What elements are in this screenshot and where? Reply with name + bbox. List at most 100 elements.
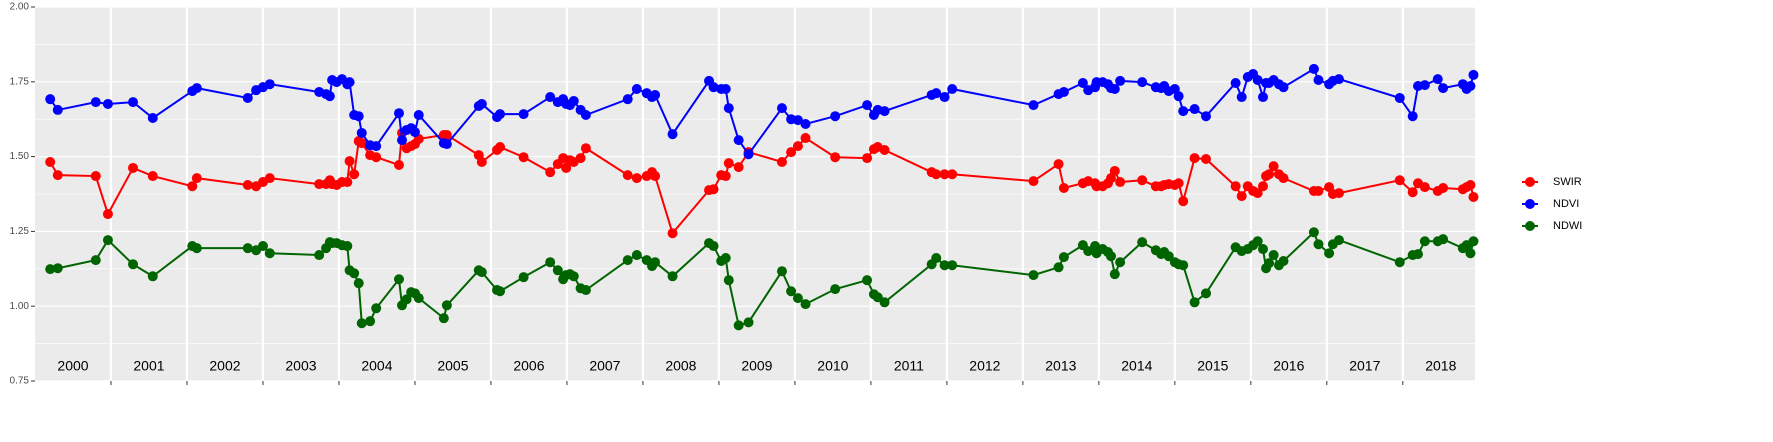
data-point bbox=[1252, 188, 1263, 199]
data-point bbox=[723, 103, 734, 114]
data-point bbox=[371, 303, 382, 314]
data-point bbox=[830, 111, 841, 122]
data-point bbox=[1058, 86, 1069, 97]
data-point bbox=[1313, 75, 1324, 86]
data-point bbox=[939, 260, 950, 271]
data-point bbox=[720, 253, 731, 264]
data-point bbox=[1236, 191, 1247, 202]
data-point bbox=[314, 250, 325, 261]
legend-marker bbox=[1525, 199, 1535, 209]
data-point bbox=[147, 171, 158, 182]
data-point bbox=[342, 177, 353, 188]
data-point bbox=[1419, 182, 1430, 193]
data-point bbox=[90, 255, 101, 266]
data-point bbox=[52, 170, 63, 181]
data-point bbox=[1028, 270, 1039, 281]
data-point bbox=[545, 92, 556, 103]
data-point bbox=[441, 139, 452, 150]
data-point bbox=[1173, 91, 1184, 102]
data-point bbox=[830, 152, 841, 163]
data-point bbox=[349, 169, 360, 180]
y-tick-label: 2.00 bbox=[10, 2, 30, 13]
data-point bbox=[191, 83, 202, 94]
year-label: 2014 bbox=[1121, 358, 1152, 374]
data-point bbox=[1053, 262, 1064, 273]
data-point bbox=[356, 127, 367, 138]
data-point bbox=[1115, 75, 1126, 86]
data-point bbox=[1137, 77, 1148, 88]
data-point bbox=[102, 209, 113, 220]
data-point bbox=[401, 294, 412, 305]
data-point bbox=[314, 179, 325, 190]
data-point bbox=[650, 257, 661, 268]
data-point bbox=[733, 135, 744, 146]
data-point bbox=[1438, 234, 1449, 245]
data-point bbox=[1278, 256, 1289, 267]
data-point bbox=[1468, 236, 1479, 247]
data-point bbox=[733, 320, 744, 331]
data-point bbox=[631, 83, 642, 94]
data-point bbox=[518, 109, 529, 120]
data-point bbox=[720, 83, 731, 94]
data-point bbox=[1028, 176, 1039, 187]
legend-label: NDVI bbox=[1553, 198, 1579, 210]
data-point bbox=[1333, 188, 1344, 199]
data-point bbox=[723, 275, 734, 286]
y-tick-label: 0.75 bbox=[10, 376, 30, 387]
data-point bbox=[1419, 80, 1430, 91]
data-point bbox=[371, 141, 382, 152]
data-point bbox=[568, 95, 579, 106]
data-point bbox=[879, 297, 890, 308]
data-point bbox=[438, 313, 449, 324]
data-point bbox=[191, 173, 202, 184]
data-point bbox=[242, 180, 253, 191]
data-point bbox=[947, 169, 958, 180]
data-point bbox=[879, 106, 890, 117]
data-point bbox=[947, 83, 958, 94]
data-point bbox=[776, 156, 787, 167]
data-point bbox=[1109, 165, 1120, 176]
data-point bbox=[495, 109, 506, 120]
year-label: 2008 bbox=[665, 358, 696, 374]
data-point bbox=[371, 152, 382, 163]
data-point bbox=[1438, 183, 1449, 194]
data-point bbox=[545, 167, 556, 178]
data-point bbox=[879, 145, 890, 156]
year-label: 2009 bbox=[741, 358, 772, 374]
data-point bbox=[1313, 239, 1324, 250]
data-point bbox=[365, 316, 376, 327]
data-point bbox=[1264, 169, 1275, 180]
legend-marker bbox=[1525, 221, 1535, 231]
year-label: 2003 bbox=[285, 358, 316, 374]
data-point bbox=[931, 88, 942, 99]
data-point bbox=[743, 317, 754, 328]
data-point bbox=[862, 153, 873, 164]
data-point bbox=[1200, 288, 1211, 299]
data-point bbox=[128, 162, 139, 173]
data-point bbox=[45, 264, 56, 275]
year-label: 2011 bbox=[894, 358, 924, 374]
data-point bbox=[1230, 77, 1241, 88]
data-point bbox=[324, 91, 335, 102]
data-point bbox=[1468, 191, 1479, 202]
data-point bbox=[90, 171, 101, 182]
data-point bbox=[1394, 257, 1405, 268]
data-point bbox=[776, 103, 787, 114]
data-point bbox=[1200, 111, 1211, 122]
data-point bbox=[356, 318, 367, 329]
data-point bbox=[1257, 181, 1268, 192]
data-point bbox=[495, 286, 506, 297]
data-point bbox=[1394, 92, 1405, 103]
data-point bbox=[128, 259, 139, 270]
data-point bbox=[1432, 74, 1443, 85]
data-point bbox=[393, 159, 404, 170]
data-point bbox=[518, 272, 529, 283]
data-point bbox=[1324, 248, 1335, 259]
data-point bbox=[264, 173, 275, 184]
data-point bbox=[720, 171, 731, 182]
data-point bbox=[1189, 104, 1200, 115]
data-point bbox=[561, 162, 572, 173]
year-label: 2015 bbox=[1197, 358, 1228, 374]
data-point bbox=[792, 293, 803, 304]
year-label: 2001 bbox=[133, 358, 164, 374]
